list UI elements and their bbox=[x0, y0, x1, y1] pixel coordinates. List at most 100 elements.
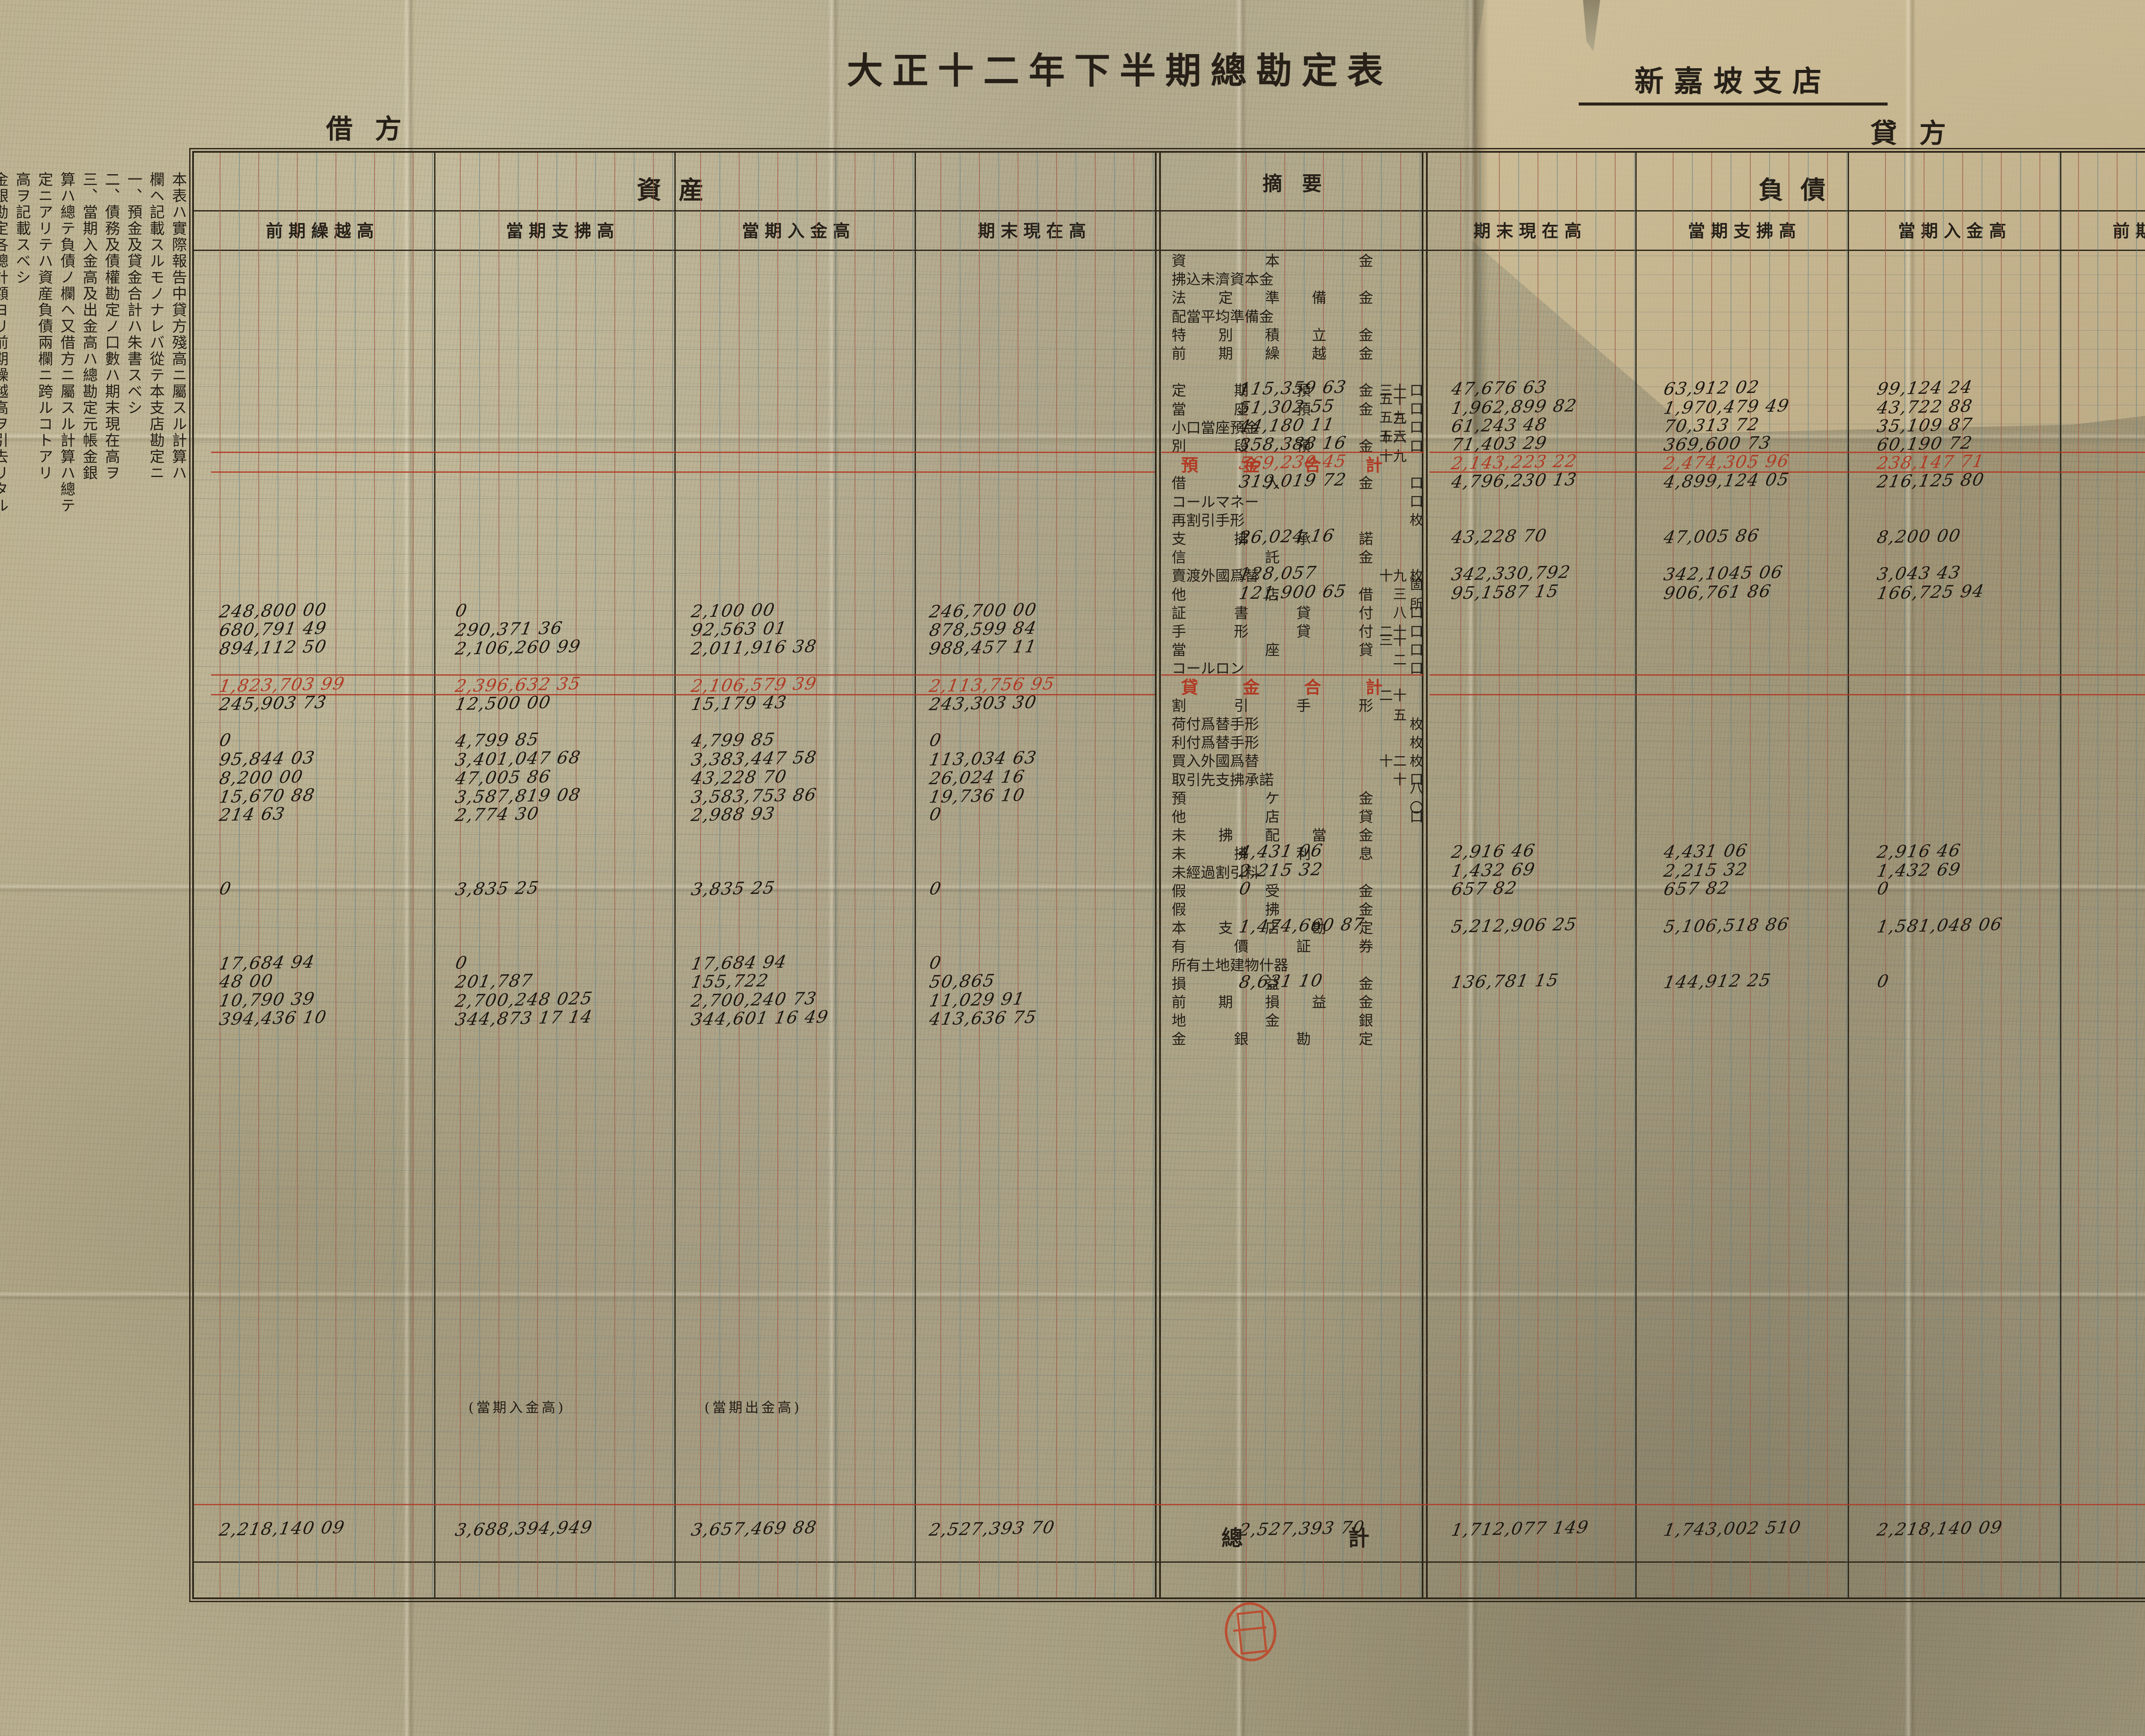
ledger-amount-liabilities: 1,474,660 87 bbox=[1237, 915, 1366, 937]
summary-row-label: 損益金 bbox=[1161, 972, 1373, 993]
ledger-amount-assets: 0 bbox=[454, 601, 469, 621]
ledger-amount-assets: 3,401,047 68 bbox=[453, 748, 582, 770]
summary-row-unit: 口 bbox=[1407, 621, 1426, 640]
sublabel-current-payments: (當期出金高) bbox=[704, 1397, 802, 1416]
red-divider bbox=[1429, 452, 2145, 453]
note-line: 二、債務及債權勘定ノ口數ハ期末現在高ヲ bbox=[101, 172, 121, 1158]
col-header-left-1: 前期繰越高 bbox=[211, 217, 434, 242]
ledger-amount-liabilities: 0 bbox=[1876, 879, 1891, 899]
summary-row: 借入金口 bbox=[1161, 473, 1423, 491]
summary-row: 假受金 bbox=[1161, 881, 1423, 899]
ledger-amount-liabilities: 144,912 25 bbox=[1662, 970, 1773, 992]
grand-total-assets: 2,218,140 09 bbox=[218, 1518, 346, 1540]
summary-row-label: 資本金 bbox=[1161, 249, 1373, 270]
ledger-amount-liabilities: 26,024 16 bbox=[1238, 526, 1336, 548]
ledger-amount-assets: 19,736 10 bbox=[928, 785, 1027, 807]
ledger-amount-assets: 0 bbox=[928, 879, 943, 899]
summary-row: 買入外國爲替 十二枚 bbox=[1161, 751, 1423, 769]
grand-total-liabilities: 1,743,002 510 bbox=[1662, 1518, 1803, 1540]
summary-row bbox=[1161, 362, 1423, 380]
ledger-amount-liabilities: 1,432 69 bbox=[1876, 860, 1963, 881]
summary-row: 當座預金五十三口 bbox=[1161, 399, 1423, 417]
summary-row: 有價証券 bbox=[1161, 936, 1423, 954]
summary-row-label: 假受金 bbox=[1161, 879, 1373, 900]
summary-row: 損益金 bbox=[1161, 973, 1423, 992]
ledger-amount-assets: 2,106,260 99 bbox=[453, 637, 582, 659]
summary-row-unit: 枚 bbox=[1407, 750, 1426, 770]
summary-row: 未經過割引料 bbox=[1161, 862, 1423, 881]
summary-row-count: 二十五 bbox=[1373, 685, 1407, 724]
ledger-amount-liabilities: 358,388 16 bbox=[1238, 433, 1348, 455]
summary-row-label: 手形貸付 bbox=[1161, 620, 1373, 641]
ledger-sheet: 大正十二年下半期總勘定表 新嘉坡支店 借方 貸方 本表ハ實際報告中貸方殘高ニ屬ス… bbox=[0, 0, 2145, 1736]
ledger-amount-liabilities: 8,200 00 bbox=[1876, 526, 1963, 547]
summary-row: 資本金 bbox=[1161, 251, 1423, 269]
summary-row-unit: 口 bbox=[1407, 658, 1426, 677]
ledger-amount-liabilities: 2,215 32 bbox=[1662, 860, 1749, 881]
ledger-amount-assets: 43,228 70 bbox=[690, 767, 789, 788]
summary-row-label: 取引先支拂承諾 bbox=[1161, 768, 1373, 789]
ledger-amount-liabilities: 4,796,230 13 bbox=[1450, 470, 1578, 492]
ledger-amount-liabilities: 1,581,048 06 bbox=[1875, 915, 2004, 937]
ledger-amount-liabilities: 128,057 bbox=[1238, 563, 1318, 585]
summary-row-label: 利付爲替手形 bbox=[1161, 731, 1373, 752]
note-line: 高ヲ記載スベシ bbox=[12, 172, 32, 1158]
ledger-amount-assets: 290,371 36 bbox=[454, 618, 565, 640]
summary-row: 支拂承諾 bbox=[1161, 528, 1423, 547]
summary-row-label: 金銀勘定 bbox=[1161, 1027, 1373, 1048]
ledger-amount-liabilities: 342,330,792 bbox=[1450, 563, 1572, 585]
ledger-amount-assets: 1,823,703 99 bbox=[218, 674, 346, 696]
summary-row-count: 五三十九 bbox=[1373, 426, 1407, 465]
ledger-amount-liabilities: 906,761 86 bbox=[1662, 581, 1773, 603]
summary-row: 利付爲替手形 枚 bbox=[1161, 732, 1423, 751]
ledger-amount-assets: 0 bbox=[218, 731, 233, 751]
summary-row: 假拂金 bbox=[1161, 899, 1423, 918]
summary-row-unit: 口 bbox=[1407, 806, 1426, 826]
summary-row-label: 買入外國爲替 bbox=[1161, 749, 1373, 770]
ledger-table: 資産 負債 前期繰越高 當期支拂高 當期入金高 期末現在高 期末現在高 當期支拂… bbox=[192, 151, 2145, 1599]
ledger-amount-liabilities: 136,781 15 bbox=[1450, 970, 1561, 992]
summary-row-unit: 枚 bbox=[1407, 565, 1426, 585]
summary-row-label: 信託金 bbox=[1161, 546, 1373, 567]
ledger-amount-liabilities: 657 82 bbox=[1662, 878, 1731, 899]
ledger-amount-liabilities: 61,243 48 bbox=[1450, 414, 1549, 436]
ledger-amount-liabilities: 0 bbox=[1238, 879, 1253, 899]
ledger-amount-liabilities: 2,916 46 bbox=[1450, 841, 1537, 862]
ledger-amount-assets: 17,684 94 bbox=[218, 952, 317, 974]
summary-row-unit: 口 bbox=[1407, 639, 1426, 659]
ledger-amount-assets: 17,684 94 bbox=[690, 952, 789, 974]
ledger-amount-liabilities: 3,043 43 bbox=[1876, 563, 1963, 584]
summary-row-unit: 枚 bbox=[1407, 732, 1426, 752]
ledger-amount-assets: 2,700,240 73 bbox=[689, 989, 818, 1011]
summary-row-unit: 口 bbox=[1407, 435, 1426, 455]
summary-row-label: 假拂金 bbox=[1161, 898, 1373, 919]
summary-row: コールマネー口 bbox=[1161, 492, 1423, 510]
ledger-amount-assets: 3,835 25 bbox=[690, 878, 777, 900]
ledger-amount-liabilities: 216,125 80 bbox=[1876, 470, 1986, 492]
summary-row: 賣渡外國爲替 十九枚 bbox=[1161, 565, 1423, 584]
ledger-amount-liabilities: 47,676 63 bbox=[1450, 377, 1549, 399]
summary-row-unit: 口 bbox=[1407, 602, 1426, 622]
summary-row-label: 賣渡外國爲替 bbox=[1161, 564, 1373, 585]
ledger-amount-assets: 201,787 bbox=[454, 971, 535, 992]
summary-row-unit: 八〇 bbox=[1407, 777, 1426, 817]
summary-row-label: 定期預金 bbox=[1161, 379, 1373, 400]
red-divider bbox=[1161, 452, 1424, 453]
ledger-amount-liabilities: 8,631 10 bbox=[1238, 971, 1325, 992]
ledger-amount-assets: 8,200 00 bbox=[218, 767, 305, 788]
ledger-amount-assets: 4,799 85 bbox=[690, 730, 777, 751]
ledger-amount-assets: 680,791 49 bbox=[218, 618, 329, 640]
credit-side-label: 貸方 bbox=[1870, 112, 1968, 150]
ledger-amount-assets: 50,865 bbox=[928, 971, 997, 992]
summary-row-unit: 口 bbox=[1407, 769, 1426, 788]
summary-row-label: 他店借 bbox=[1161, 583, 1373, 604]
summary-row-label: 拂込未濟資本金 bbox=[1161, 268, 1373, 289]
summary-row-label: コールマネー bbox=[1161, 490, 1373, 511]
ledger-amount-assets: 2,100 00 bbox=[690, 600, 777, 622]
summary-row: 當座貸三十二口 bbox=[1161, 640, 1423, 658]
ledger-amount-liabilities: 238,147 71 bbox=[1876, 452, 1986, 474]
summary-row: 地金銀 bbox=[1161, 1010, 1423, 1029]
summary-row: 拂込未濟資本金 bbox=[1161, 269, 1423, 287]
summary-row-label: 割引手形 bbox=[1161, 694, 1373, 715]
summary-row-label: 貸金合計 bbox=[1161, 673, 1395, 698]
